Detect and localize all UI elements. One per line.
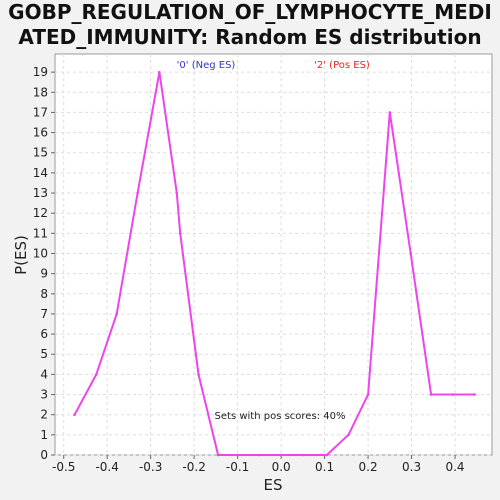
y-tick-label: 13 [33,186,48,200]
y-tick-label: 8 [40,287,48,301]
y-axis-title: P(ES) [12,235,30,275]
data-point [429,393,433,396]
chart-title: GOBP_REGULATION_OF_LYMPHOCYTE_MEDI ATED_… [0,0,500,50]
data-point [279,453,283,457]
y-tick-label: 1 [40,428,48,442]
y-tick-label: 17 [33,105,48,119]
x-tick-label: 0.2 [359,460,378,474]
y-tick-label: 7 [40,307,48,321]
x-tick-label: -0.5 [52,460,75,474]
data-point [236,453,239,457]
y-tick-label: 16 [33,126,48,140]
chart-title-line-1: GOBP_REGULATION_OF_LYMPHOCYTE_MEDI [8,0,492,24]
x-tick-label: -0.3 [139,460,162,474]
pos-scores-annotation: Sets with pos scores: 40% [215,411,346,422]
y-tick-label: 3 [40,388,48,402]
legend-pos-es: '2' (Pos ES) [314,60,370,71]
x-tick-label: -0.1 [226,460,249,474]
chart-title-line-2: ATED_IMMUNITY: Random ES distribution [18,25,482,49]
x-axis-title: ES [264,476,283,494]
y-tick-label: 6 [40,327,48,341]
data-point [115,312,119,316]
y-tick-label: 14 [33,166,48,180]
x-tick-label: -0.4 [95,460,118,474]
x-tick-label: 0.0 [272,460,291,474]
y-tick-label: 10 [33,246,48,260]
data-point [95,373,98,376]
data-point [178,232,182,235]
x-tick-label: -0.2 [182,460,205,474]
data-point [301,453,305,457]
data-point [451,393,455,396]
x-tick-label: 0.4 [445,460,464,474]
y-tick-label: 9 [40,267,48,281]
data-point [409,252,412,255]
data-point [158,70,161,74]
data-point [347,433,350,437]
data-point [473,393,476,396]
data-point [388,111,392,114]
x-tick-label: 0.1 [315,460,334,474]
legend-neg-es: '0' (Neg ES) [177,60,236,71]
y-tick-label: 18 [33,85,48,99]
y-tick-label: 0 [40,448,48,462]
data-point [197,373,200,376]
y-tick-label: 15 [33,146,48,160]
x-tick-label: 0.3 [402,460,421,474]
y-tick-label: 4 [40,367,48,381]
data-point [258,453,261,457]
y-tick-label: 5 [40,347,48,361]
y-tick-label: 12 [33,206,48,220]
data-point [136,191,139,195]
data-point [216,453,220,457]
data-point [73,413,76,416]
data-point [325,453,329,457]
y-tick-label: 2 [40,408,48,422]
series-group [73,70,476,457]
y-tick-label: 19 [33,65,48,79]
data-point [366,393,370,396]
data-point [175,191,179,195]
axes: -0.5 -0.4 -0.3 -0.2 -0.1 0.0 0.1 0.2 0.3 0.401234… [33,65,465,474]
y-tick-label: 11 [33,226,48,240]
